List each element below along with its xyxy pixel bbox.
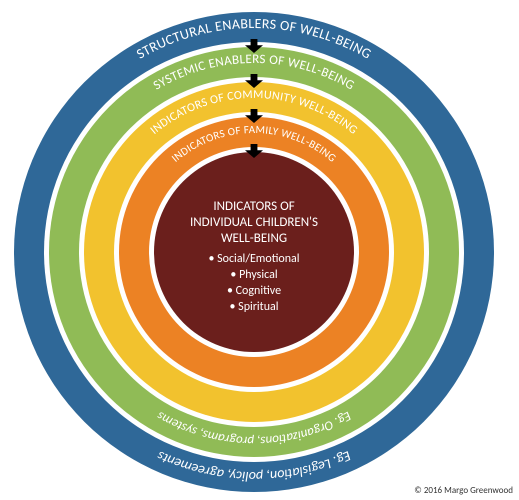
copyright-text: © 2016 Margo Greenwood xyxy=(414,485,513,496)
center-title-line-1: INDIVIDUAL CHILDREN'S xyxy=(190,215,318,230)
center-bullet-1: • Physical xyxy=(230,268,277,282)
center-bullet-2: • Cognitive xyxy=(227,284,281,298)
center-bullet-3: • Spiritual xyxy=(229,300,278,314)
center-title-line-0: INDICATORS OF xyxy=(213,199,294,214)
center-bullet-0: • Social/Emotional xyxy=(208,252,299,266)
wellbeing-concentric-diagram: STRUCTURAL ENABLERS OF WELL-BEINGEg. Leg… xyxy=(0,0,519,500)
center-title-line-2: WELL-BEING xyxy=(221,231,287,246)
diagram-svg: STRUCTURAL ENABLERS OF WELL-BEINGEg. Leg… xyxy=(0,0,519,500)
